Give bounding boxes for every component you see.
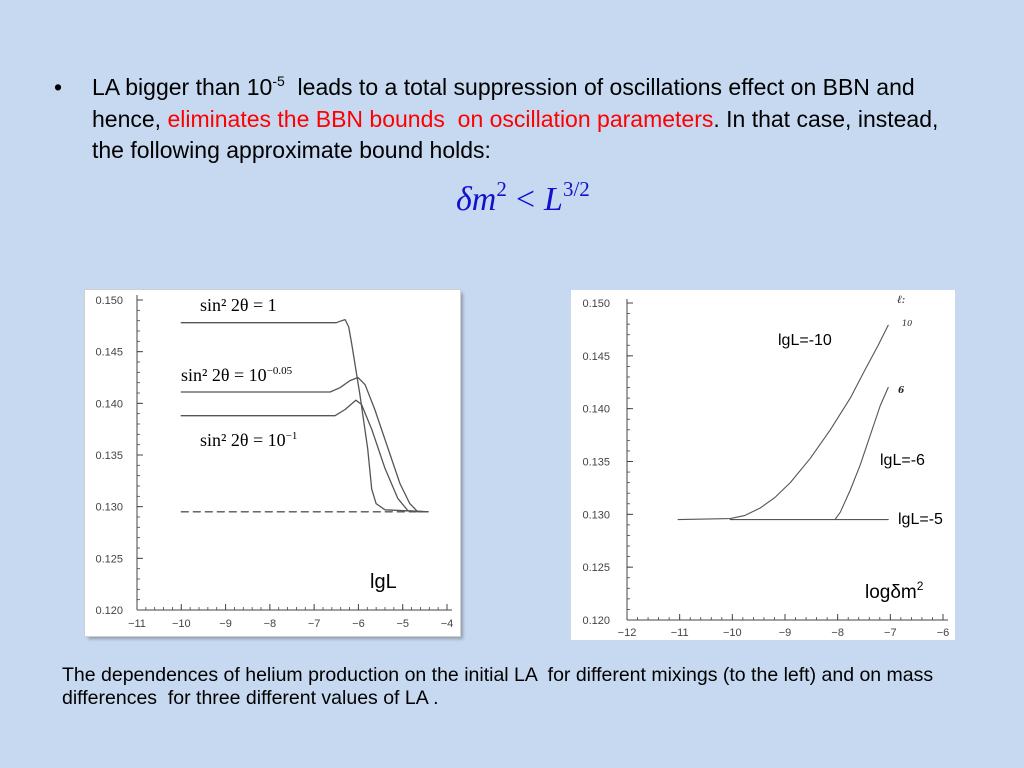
x-tick-label: −5	[396, 618, 409, 630]
x-axis-label: lgL	[370, 571, 397, 593]
x-tick-label: −7	[884, 627, 897, 639]
series-label-mixing-1: sin² 2θ = 1	[200, 295, 277, 315]
chart-1-series-1-line	[834, 386, 889, 521]
bullet-exponent: -5	[272, 73, 285, 89]
series-label-text: sin² 2θ = 10	[200, 430, 286, 450]
y-tick-label: 0.140	[582, 404, 610, 416]
y-tick-label: 0.130	[582, 509, 610, 521]
helium-vs-lgl-plot: −11 −10 −9 −8 −7 −6 −5 −4 0.150 0.145 0.140 0.135 0.…	[95, 295, 454, 630]
x-tick-label: −10	[172, 618, 191, 630]
formula-operator: <	[515, 181, 536, 218]
bullet-line-2-start: hence,	[92, 105, 168, 132]
y-tick-label: 0.150	[582, 298, 610, 310]
series-label-exponent: −1	[285, 430, 298, 442]
bullet-line-3: the following approximate bound holds:	[92, 137, 491, 163]
x-tick-label: −11	[128, 618, 146, 630]
helium-vs-mass-difference-chart: −12 −11 −10 −9 −8 −7 −6 0.150 0.145 0.140 0.135 0.1…	[571, 290, 955, 640]
y-tick-label: 0.120	[95, 605, 123, 617]
series-label-lgl-minus-5: lgL=-5	[898, 511, 943, 528]
series-label-lgl-minus-6: lgL=-6	[880, 452, 925, 469]
series-label-mixing-3: sin² 2θ = 10−1	[200, 430, 297, 450]
helium-vs-lgl-chart: −11 −10 −9 −8 −7 −6 −5 −4 0.150 0.145 0.140 0.135 0.…	[85, 290, 460, 636]
bullet-line-1-start: LA bigger than 10	[92, 74, 273, 100]
y-tick-label: 0.130	[95, 502, 123, 514]
y-tick-label: 0.120	[582, 615, 610, 627]
series-label-exponent: −0.05	[266, 365, 293, 377]
bullet-marker: •	[54, 74, 63, 100]
series-label-mixing-2: sin² 2θ = 10−0.05	[181, 365, 292, 385]
caption-line-2: differences for three different values o…	[62, 687, 439, 709]
x-tick-label: −8	[831, 627, 844, 639]
y-tick-label: 0.125	[582, 562, 610, 574]
x-tick-label: −9	[779, 627, 792, 639]
x-tick-label: −8	[264, 618, 277, 630]
x-tick-label: −6	[937, 627, 950, 639]
series-label-text: sin² 2θ = 10	[181, 365, 267, 385]
bullet-line-1-end: leads to a total suppression of oscillat…	[284, 74, 915, 100]
y-tick-label: 0.145	[582, 351, 610, 363]
x-tick-label: −11	[671, 627, 689, 639]
series-label-lgl-minus-10: lgL=-10	[778, 332, 832, 349]
caption-line-1: The dependences of helium production on …	[62, 664, 934, 686]
x-tick-label: −6	[352, 618, 365, 630]
x-tick-label: −10	[723, 627, 742, 639]
series-label-text: sin² 2θ = 1	[200, 295, 277, 315]
x-tick-label: −4	[441, 618, 454, 630]
x-tick-label: −7	[308, 618, 321, 630]
formula-rhs-exponent: 3/2	[562, 177, 590, 201]
bullet-text: LA bigger than 10-5 leads to a total sup…	[92, 72, 938, 167]
chart-0-series-2-line	[180, 399, 429, 513]
formula-lhs-exponent: 2	[496, 177, 507, 201]
curve-end-label-10: 10	[902, 319, 913, 328]
y-tick-label: 0.150	[95, 295, 123, 307]
bound-formula: δm2 < L3/2	[456, 177, 590, 220]
x-tick-label: −12	[618, 627, 637, 639]
x-axis-label-text: logδm	[865, 582, 917, 603]
chart-1-series-0-line	[677, 324, 889, 521]
helium-vs-mass-difference-plot: −12 −11 −10 −9 −8 −7 −6 0.150 0.145 0.140 0.135 0.1…	[582, 298, 950, 639]
x-tick-label: −9	[219, 618, 232, 630]
y-tick-label: 0.135	[95, 450, 123, 462]
bullet-line-2-end: . In that case, instead,	[713, 105, 939, 132]
formula-rhs: L	[544, 181, 563, 218]
y-tick-label: 0.140	[95, 398, 123, 410]
x-axis-label-exponent: 2	[916, 579, 924, 593]
chart-0-series-0-line	[180, 318, 429, 513]
chart-0-series-1-line	[180, 376, 429, 513]
bullet-highlight: eliminates the BBN bounds on oscillation…	[167, 105, 714, 132]
y-tick-label: 0.145	[95, 347, 123, 359]
y-tick-label: 0.135	[582, 457, 610, 469]
figure-caption: The dependences of helium production on …	[62, 664, 933, 710]
formula-lhs: δm	[456, 181, 497, 218]
curve-end-label-header: ℓ:	[897, 293, 906, 306]
x-axis-label: logδm2	[865, 579, 924, 603]
curve-end-label-6: 6	[898, 386, 905, 396]
y-tick-label: 0.125	[95, 553, 123, 565]
